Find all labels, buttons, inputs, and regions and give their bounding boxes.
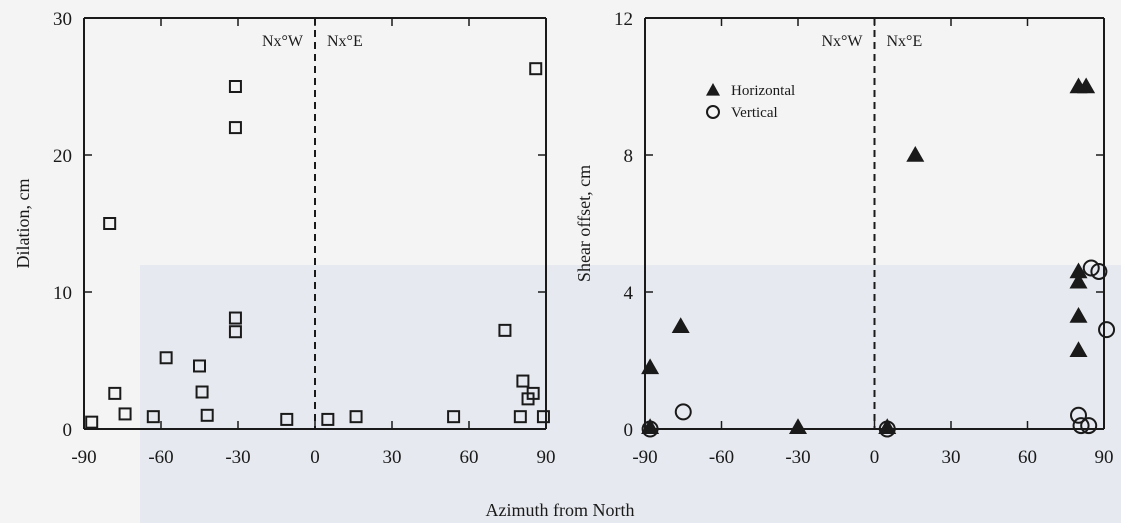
- data-point-square: [108, 386, 122, 400]
- x-tick-label: -90: [632, 447, 657, 468]
- data-point-square: [103, 217, 117, 230]
- x-tick-label: 30: [942, 447, 961, 468]
- y-tick-label: 12: [614, 9, 633, 30]
- data-point-vertical: [878, 420, 896, 438]
- shared-x-axis-label: Azimuth from North: [486, 500, 635, 520]
- data-point-horizontal: [1069, 272, 1088, 289]
- data-point-horizontal: [878, 418, 897, 435]
- data-point-horizontal: [1077, 77, 1096, 94]
- x-tick-label: -30: [225, 447, 250, 468]
- x-tick-label: 90: [1095, 447, 1114, 468]
- data-point-horizontal: [1069, 341, 1088, 357]
- data-point-square: [516, 374, 530, 388]
- data-point-horizontal: [641, 418, 660, 435]
- chart-dilation: -90 -60 -30 0 30 60 90 0 10 20 30 Nx°W Nx°E Dilation,…: [13, 9, 556, 468]
- data-point-square: [536, 410, 550, 424]
- region-label-west: Nx°W: [262, 33, 304, 50]
- data-point-vertical: [1072, 417, 1090, 435]
- data-point-square: [498, 323, 512, 337]
- region-label-east: Nx°E: [327, 33, 363, 50]
- chart-shear-offset: -90 -60 -30 0 30 60 90 0 4 8 12 Nx°W Nx°E Shear offse…: [574, 9, 1116, 468]
- data-point-square: [447, 410, 461, 424]
- x-tick-label: 0: [870, 447, 880, 468]
- data-point-horizontal: [1069, 306, 1088, 323]
- data-point-square: [146, 410, 160, 424]
- x-tick-label: -60: [148, 447, 173, 468]
- y-tick-label: 8: [624, 146, 634, 167]
- data-point-square: [321, 412, 335, 426]
- y-tick-label: 0: [63, 420, 73, 441]
- data-point-square: [228, 311, 242, 325]
- legend-label: Horizontal: [731, 83, 795, 99]
- legend-marker-horizontal: [706, 83, 720, 96]
- data-point-horizontal: [671, 317, 690, 333]
- data-point-square: [228, 121, 242, 135]
- data-point-square: [85, 415, 99, 429]
- data-point-vertical: [1098, 321, 1116, 339]
- data-point-square: [195, 385, 209, 399]
- data-point-vertical: [1090, 262, 1108, 280]
- background-shading: [140, 265, 1121, 523]
- data-point-square: [200, 408, 214, 422]
- data-point-vertical: [641, 420, 659, 438]
- data-point-square: [349, 410, 363, 424]
- region-label-west: Nx°W: [821, 33, 863, 50]
- x-tick-label: 90: [537, 447, 556, 468]
- data-point-horizontal: [789, 418, 807, 435]
- region-label-east: Nx°E: [887, 33, 923, 50]
- legend: Horizontal Vertical: [706, 83, 795, 121]
- x-tick-label: 30: [383, 447, 402, 468]
- y-tick-label: 10: [53, 283, 72, 304]
- data-point-square: [159, 351, 173, 365]
- x-tick-label: 0: [310, 447, 320, 468]
- data-point-square: [513, 410, 527, 424]
- data-point-square: [118, 407, 132, 421]
- data-point-square: [529, 62, 543, 76]
- data-point-vertical: [1070, 406, 1087, 424]
- data-point-square: [228, 325, 242, 339]
- y-axis-title: Dilation, cm: [13, 179, 33, 269]
- legend-label: Vertical: [731, 105, 778, 121]
- data-point-vertical: [1080, 417, 1098, 435]
- data-point-vertical: [1082, 259, 1100, 277]
- data-point-square: [193, 359, 206, 373]
- x-tick-label: -60: [709, 447, 734, 468]
- data-point-square: [526, 386, 540, 400]
- data-point-square: [280, 412, 294, 426]
- y-axis-title: Shear offset, cm: [574, 165, 594, 282]
- data-point-horizontal: [641, 358, 660, 375]
- data-point-horizontal: [906, 146, 925, 162]
- y-tick-label: 30: [53, 9, 72, 30]
- data-point-horizontal: [1069, 262, 1088, 279]
- data-point-vertical: [674, 403, 692, 421]
- data-point-square: [228, 80, 242, 93]
- y-tick-label: 0: [624, 420, 634, 441]
- x-tick-label: 60: [1018, 447, 1037, 468]
- x-tick-label: 60: [460, 447, 479, 468]
- legend-marker-vertical: [706, 105, 720, 119]
- y-tick-label: 4: [624, 283, 634, 304]
- y-tick-label: 20: [53, 146, 72, 167]
- x-tick-label: -90: [71, 447, 96, 468]
- x-tick-label: -30: [785, 447, 810, 468]
